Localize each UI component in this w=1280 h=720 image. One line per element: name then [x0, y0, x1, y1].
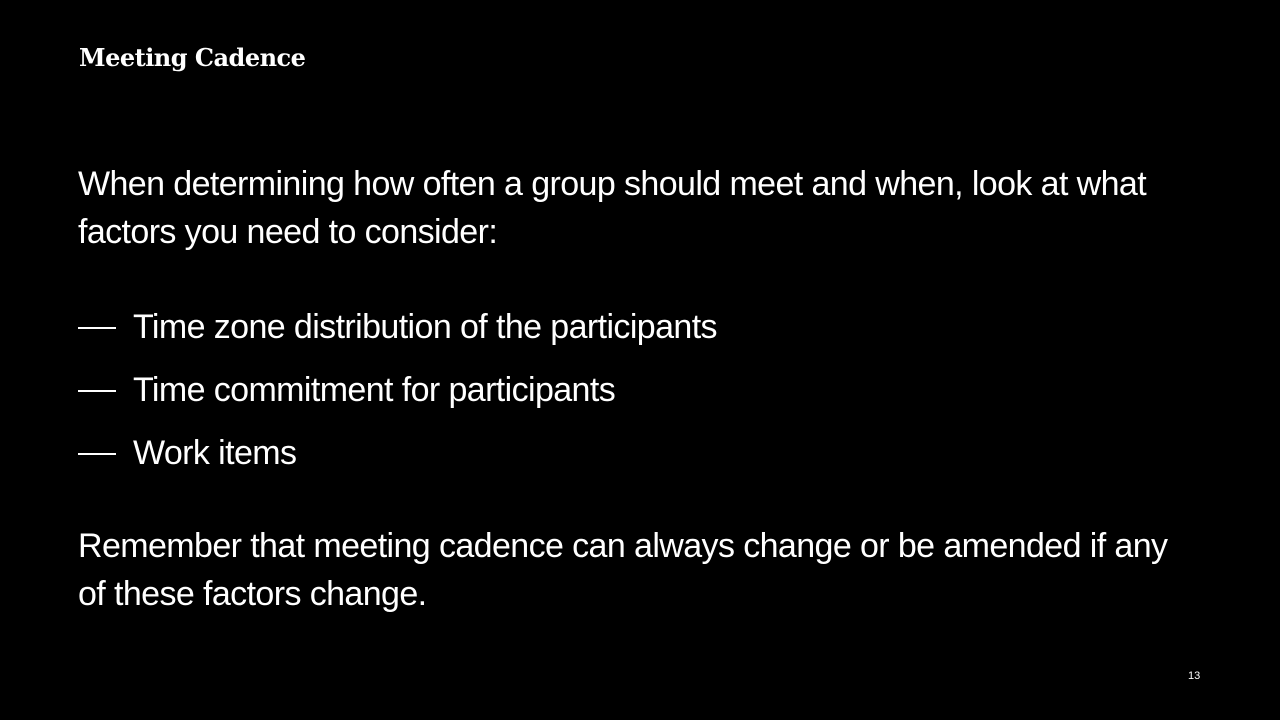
bullet-text: Work items: [133, 434, 297, 472]
intro-paragraph: When determining how often a group shoul…: [78, 165, 1147, 251]
page-number: 13: [1188, 670, 1201, 682]
bullet-text: Time zone distribution of the participan…: [133, 308, 718, 346]
list-item: Time zone distribution of the participan…: [78, 296, 1178, 359]
slide-title: Meeting Cadence: [79, 43, 306, 72]
bullet-list: Time zone distribution of the participan…: [78, 296, 1178, 485]
bullet-text: Time commitment for participants: [133, 371, 616, 409]
dash-bullet-icon: [78, 326, 116, 329]
slide-body: When determining how often a group shoul…: [78, 160, 1178, 618]
dash-bullet-icon: [78, 452, 116, 455]
dash-bullet-icon: [78, 389, 116, 392]
list-item: Work items: [78, 422, 1178, 485]
closing-paragraph: Remember that meeting cadence can always…: [78, 527, 1168, 613]
list-item: Time commitment for participants: [78, 359, 1178, 422]
